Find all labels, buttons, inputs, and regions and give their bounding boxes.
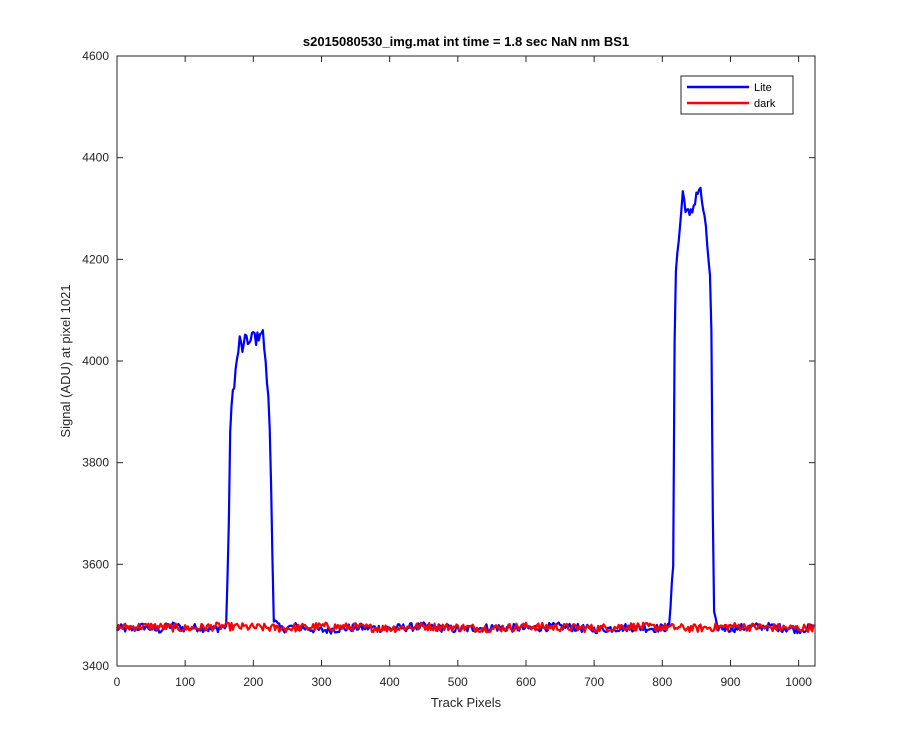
x-tick-label: 400: [380, 675, 400, 689]
legend-label: dark: [754, 98, 776, 110]
series-layer: [115, 186, 815, 635]
x-tick-label: 700: [584, 675, 604, 689]
x-axis-label: Track Pixels: [431, 695, 502, 710]
y-tick-label: 4200: [82, 252, 109, 266]
y-tick-label: 3600: [82, 557, 109, 571]
x-tick-label: 0: [114, 675, 121, 689]
legend: Lite dark: [680, 75, 794, 115]
legend-box: [680, 75, 794, 115]
x-tick-label: 600: [516, 675, 536, 689]
x-tick-label: 1000: [785, 675, 812, 689]
legend-label: Lite: [754, 82, 772, 94]
x-tick-label: 200: [243, 675, 263, 689]
ticks-layer: 0 100 200 300 400 500 600 700 800 900 1000 3400 3600…: [82, 49, 815, 689]
chart-title: s2015080530_img.mat int time = 1.8 sec N…: [303, 34, 629, 49]
y-tick-label: 4400: [82, 151, 109, 165]
y-tick-label: 3800: [82, 456, 109, 470]
x-tick-label: 300: [311, 675, 331, 689]
y-tick-label: 3400: [82, 659, 109, 673]
x-tick-label: 900: [720, 675, 740, 689]
series-line-dark: [115, 621, 815, 634]
plot-area: [117, 56, 815, 666]
x-tick-label: 500: [448, 675, 468, 689]
x-tick-label: 800: [652, 675, 672, 689]
y-tick-label: 4600: [82, 49, 109, 63]
x-tick-label: 100: [175, 675, 195, 689]
y-axis-label: Signal (ADU) at pixel 1021: [58, 284, 73, 437]
y-tick-label: 4000: [82, 354, 109, 368]
